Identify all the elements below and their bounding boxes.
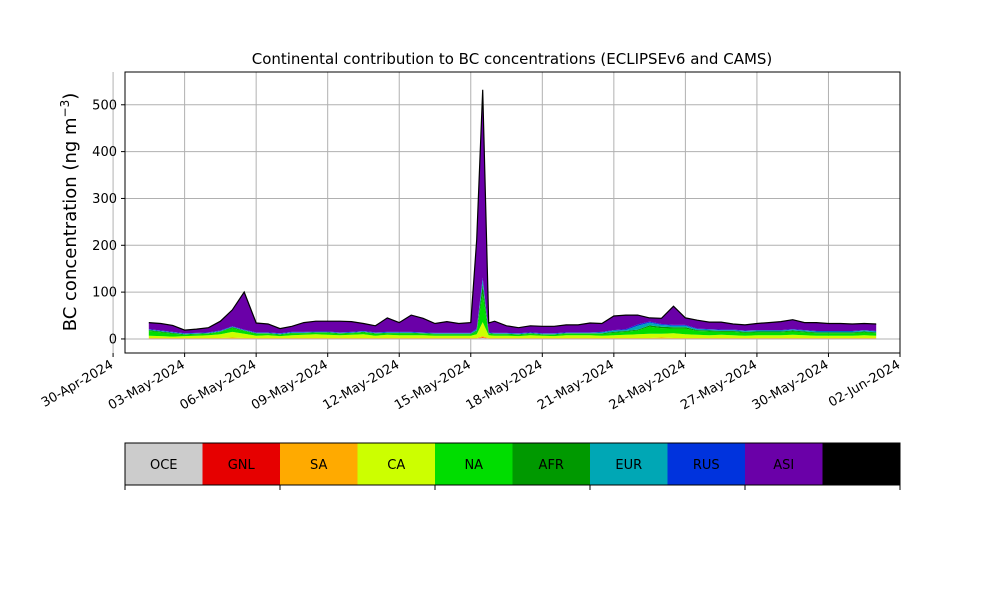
y-tick-label: 300 [92,192,117,207]
legend-label-oce: OCE [150,458,178,473]
x-axis-ticks: 30-Apr-202403-May-202406-May-202409-May-… [39,353,903,413]
y-axis-ticks: 0 100 200 300 400 500 [92,98,125,347]
total-outline [148,89,877,331]
legend-label-rus: RUS [693,458,720,473]
y-tick-label: 0 [109,332,117,347]
chart-title: Continental contribution to BC concentra… [252,50,773,68]
legend-label-eur: EUR [615,458,642,473]
x-tick-label: 24-May-2024 [607,357,689,413]
y-axis-label-close: ) [60,93,81,100]
y-tick-label: 100 [92,286,117,301]
y-axis-label: BC concentration (ng m−3) [58,93,81,332]
legend-swatch-gnl [202,443,280,485]
x-tick-label: 12-May-2024 [321,357,403,413]
x-tick-label: 15-May-2024 [392,357,474,413]
y-axis-label-text: BC concentration (ng m [60,117,81,331]
x-tick-label: 02-Jun-2024 [826,357,903,410]
y-tick-label: 200 [92,239,117,254]
legend-label-na: NA [464,458,483,473]
legend-colorbar: OCE GNL SA CA NA AFR EUR RUS ASI AUS [124,442,901,490]
area-asi [148,90,877,334]
legend-swatch-sa [280,443,358,485]
legend-swatch-afr [512,443,590,485]
plot-frame [124,71,901,354]
legend-swatch-eur [590,443,668,485]
y-tick-label: 400 [92,145,117,160]
x-tick-label: 03-May-2024 [106,357,188,413]
x-tick-label: 21-May-2024 [535,357,617,413]
x-tick-label: 30-May-2024 [750,357,832,413]
legend-label-gnl: GNL [228,458,256,473]
legend-swatch-asi [745,443,823,485]
legend-frame [124,442,901,486]
legend-label-afr: AFR [539,458,564,473]
area-sa [148,336,877,339]
area-aus [148,89,877,331]
x-tick-label: 30-Apr-2024 [39,357,116,410]
y-tick-label: 500 [92,98,117,113]
area-ca [148,322,877,338]
stacked-areas [148,89,877,339]
x-tick-label: 27-May-2024 [678,357,760,413]
legend-swatch-na [435,443,513,485]
legend-swatch-rus [667,443,745,485]
x-tick-label: 18-May-2024 [464,357,546,413]
y-axis-label-exponent: −3 [58,100,72,118]
legend-label-sa: SA [310,458,327,473]
area-na [148,294,877,337]
legend-label-asi: ASI [773,458,794,473]
legend-swatch-oce [125,443,203,485]
x-tick-label: 06-May-2024 [177,357,259,413]
legend-label-aus: AUS [848,458,875,473]
legend-swatch-ca [357,443,435,485]
area-oce [148,338,877,339]
legend-swatch-aus [822,443,900,485]
x-tick-label: 09-May-2024 [249,357,331,413]
legend-label-ca: CA [387,458,405,473]
